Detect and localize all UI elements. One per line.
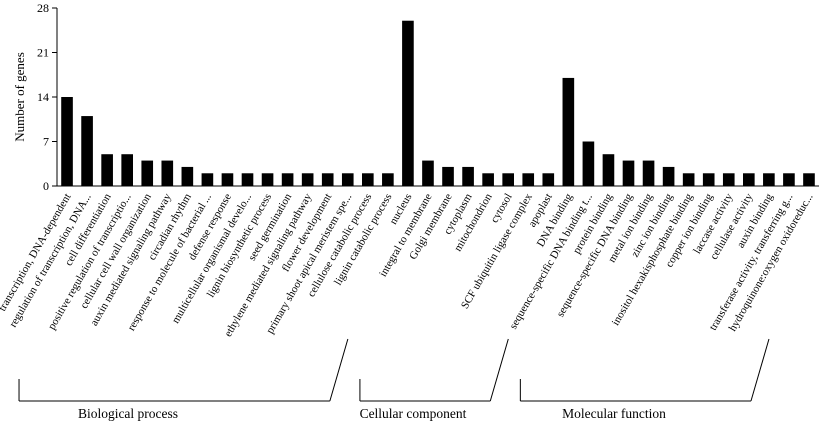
bar (321, 173, 334, 186)
bar (241, 173, 254, 186)
bar (61, 97, 73, 186)
y-tick-label: 14 (37, 90, 49, 104)
bar (261, 173, 274, 186)
bar (301, 173, 314, 186)
bar (462, 166, 474, 186)
bar (101, 154, 113, 186)
y-tick-label: 7 (43, 135, 49, 149)
y-tick-label: 0 (43, 179, 49, 193)
bar (682, 173, 695, 186)
bar (662, 166, 675, 186)
bar (622, 160, 635, 186)
group-bracket-right (329, 338, 349, 402)
bar (422, 160, 434, 186)
bar (221, 173, 234, 186)
y-axis-title: Number of genes (12, 52, 27, 142)
bar (382, 173, 394, 186)
group-label: Cellular component (360, 406, 467, 421)
group-label: Molecular function (562, 406, 666, 421)
bar (502, 173, 514, 186)
bar (402, 20, 414, 187)
y-tick-label: 21 (37, 46, 49, 60)
bar (702, 173, 715, 186)
bar (81, 116, 93, 186)
bar (201, 173, 214, 186)
group-bracket-right (750, 338, 770, 402)
bar (341, 173, 354, 186)
bar (161, 160, 174, 186)
bar (763, 173, 775, 186)
group-label: Biological process (78, 406, 178, 421)
group-bracket-right (489, 338, 509, 402)
bars (61, 20, 815, 187)
bar (181, 166, 194, 186)
bar (482, 173, 494, 186)
bar (783, 173, 795, 186)
bar (602, 154, 615, 186)
bar (743, 173, 755, 186)
bar (362, 173, 374, 186)
bar (803, 173, 815, 186)
bar (141, 160, 154, 186)
y-axis: 0 7 14 21 28 (37, 1, 58, 193)
bar (121, 154, 133, 186)
bar (542, 173, 555, 186)
y-tick-label: 28 (37, 1, 49, 15)
group-brackets: Biological process Cellular component Mole… (18, 338, 770, 421)
bar (562, 77, 575, 186)
bar (442, 166, 454, 186)
bar (642, 160, 655, 186)
bar (522, 173, 535, 186)
bar (722, 173, 735, 186)
bar (582, 141, 595, 186)
bar (281, 173, 294, 186)
